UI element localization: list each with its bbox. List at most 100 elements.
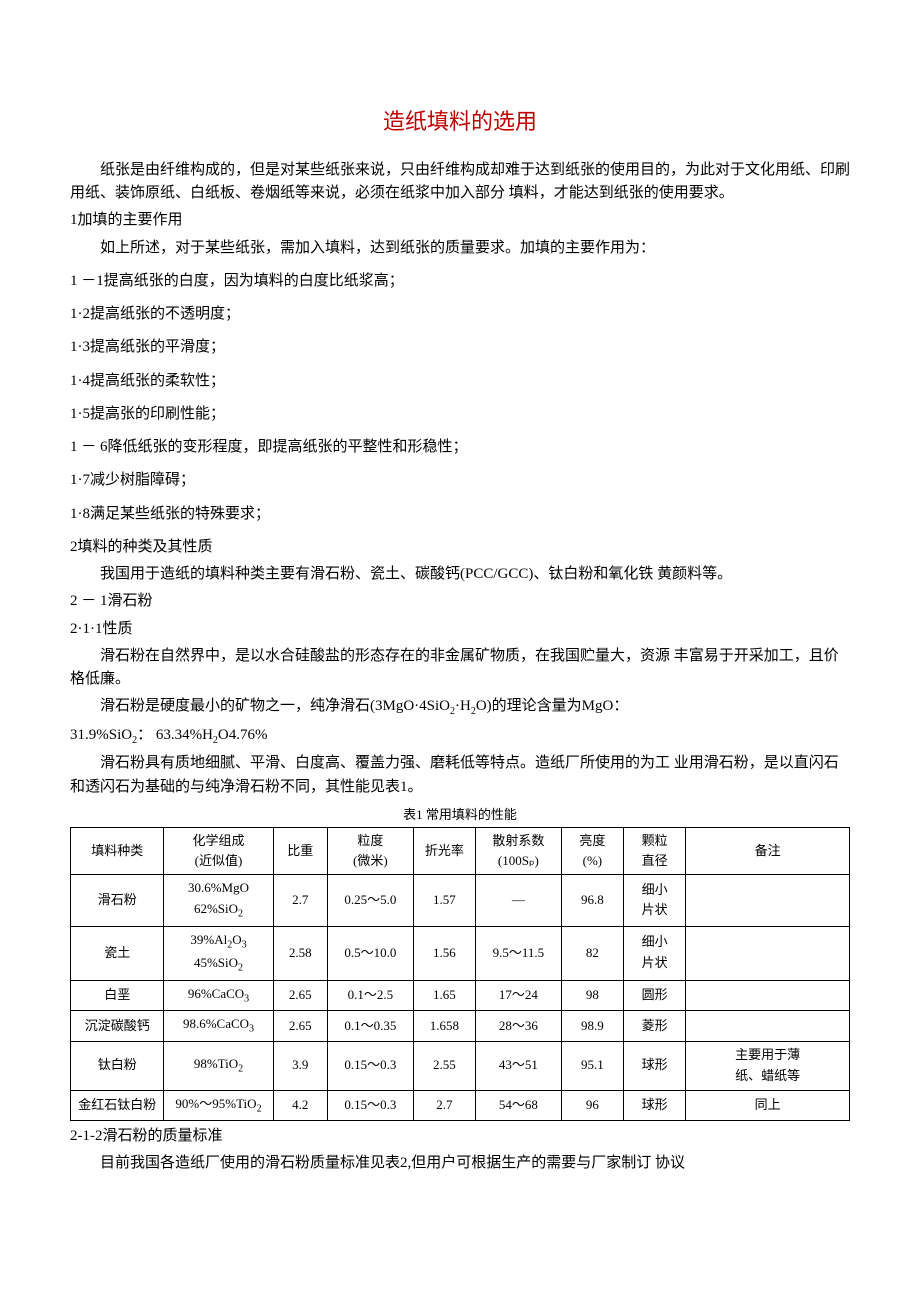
- list-item: 1·8满足某些纸张的特殊要求；: [70, 503, 850, 526]
- table-cell: 2.58: [273, 926, 328, 980]
- table-cell: 2.7: [273, 875, 328, 926]
- table-cell: 54〜68: [476, 1090, 562, 1121]
- table-row: 金红石钛白粉90%〜95%TiO24.20.15〜0.32.754〜6896球形…: [71, 1090, 850, 1121]
- table-cell: 2.7: [413, 1090, 475, 1121]
- section-2-lead: 我国用于造纸的填料种类主要有滑石粉、瓷土、碳酸钙(PCC/GCC)、钛白粉和氧化…: [70, 563, 850, 586]
- table-cell: 滑石粉: [71, 875, 164, 926]
- intro-paragraph: 纸张是由纤维构成的，但是对某些纸张来说，只由纤维构成却难于达到纸张的使用目的，为…: [70, 159, 850, 206]
- table-row: 瓷土39%Al2O345%SiO22.580.5〜10.01.569.5〜11.…: [71, 926, 850, 980]
- table-cell: 主要用于薄纸、蜡纸等: [686, 1042, 850, 1091]
- table-cell: [686, 926, 850, 980]
- table-header-row: 填料种类化学组成(近似值)比重粒度(微米)折光率散射系数(100Sₚ)亮度(%)…: [71, 827, 850, 874]
- section-2-1-heading: 2 － 1滑石粉: [70, 590, 850, 613]
- paragraph: 31.9%SiO2： 63.34%H2O4.76%: [70, 724, 850, 749]
- table-cell: 1.57: [413, 875, 475, 926]
- table-cell: 96.8: [561, 875, 623, 926]
- table-cell: 瓷土: [71, 926, 164, 980]
- text: O4.76%: [218, 727, 268, 743]
- list-item: 1·2提高纸张的不透明度；: [70, 303, 850, 326]
- table-cell: 0.5〜10.0: [328, 926, 414, 980]
- section-1-lead: 如上所述，对于某些纸张，需加入填料，达到纸张的质量要求。加填的主要作用为：: [70, 237, 850, 260]
- text: 滑石粉是硬度最小的矿物之一，纯净滑石(3MgO·4SiO: [100, 698, 450, 714]
- table-cell: 球形: [624, 1090, 686, 1121]
- table-cell: [686, 875, 850, 926]
- table-cell: —: [476, 875, 562, 926]
- table-cell: 9.5〜11.5: [476, 926, 562, 980]
- table-header-cell: 比重: [273, 827, 328, 874]
- table-cell: 96: [561, 1090, 623, 1121]
- table-cell: 0.1〜2.5: [328, 980, 414, 1011]
- table-cell: 球形: [624, 1042, 686, 1091]
- table-cell: 82: [561, 926, 623, 980]
- table-cell: 2.65: [273, 980, 328, 1011]
- table-cell: 95.1: [561, 1042, 623, 1091]
- table-cell: 96%CaCO3: [164, 980, 273, 1011]
- table-row: 白垩96%CaCO32.650.1〜2.51.6517〜2498圆形: [71, 980, 850, 1011]
- table-cell: 30.6%MgO62%SiO2: [164, 875, 273, 926]
- table-cell: 43〜51: [476, 1042, 562, 1091]
- text: ： 63.34%H: [137, 727, 213, 743]
- table-cell: 0.15〜0.3: [328, 1090, 414, 1121]
- table-header-cell: 填料种类: [71, 827, 164, 874]
- table-cell: 4.2: [273, 1090, 328, 1121]
- table-cell: 17〜24: [476, 980, 562, 1011]
- section-2-1-1-heading: 2·1·1性质: [70, 618, 850, 641]
- table-header-cell: 散射系数(100Sₚ): [476, 827, 562, 874]
- list-item: 1·4提高纸张的柔软性；: [70, 370, 850, 393]
- table-cell: 98.9: [561, 1011, 623, 1042]
- text: ·H: [455, 698, 471, 714]
- table-cell: 90%〜95%TiO2: [164, 1090, 273, 1121]
- section-1-heading: 1加填的主要作用: [70, 209, 850, 232]
- table-cell: 1.65: [413, 980, 475, 1011]
- page-title: 造纸填料的选用: [70, 105, 850, 139]
- table-cell: 菱形: [624, 1011, 686, 1042]
- table-cell: 1.658: [413, 1011, 475, 1042]
- table-cell: 98: [561, 980, 623, 1011]
- paragraph: 滑石粉在自然界中，是以水合硅酸盐的形态存在的非金属矿物质，在我国贮量大，资源 丰…: [70, 645, 850, 692]
- table-cell: 0.25〜5.0: [328, 875, 414, 926]
- table-1-caption: 表1 常用填料的性能: [70, 805, 850, 825]
- table-cell: 细小片状: [624, 926, 686, 980]
- section-2-heading: 2填料的种类及其性质: [70, 536, 850, 559]
- table-cell: 98.6%CaCO3: [164, 1011, 273, 1042]
- table-cell: 2.55: [413, 1042, 475, 1091]
- table-row: 钛白粉98%TiO23.90.15〜0.32.5543〜5195.1球形主要用于…: [71, 1042, 850, 1091]
- table-1: 填料种类化学组成(近似值)比重粒度(微米)折光率散射系数(100Sₚ)亮度(%)…: [70, 827, 850, 1121]
- table-header-cell: 颗粒直径: [624, 827, 686, 874]
- table-cell: 同上: [686, 1090, 850, 1121]
- text: 31.9%SiO: [70, 727, 132, 743]
- table-cell: 白垩: [71, 980, 164, 1011]
- list-item: 1 －1提高纸张的白度，因为填料的白度比纸浆高；: [70, 270, 850, 293]
- table-cell: 沉淀碳酸钙: [71, 1011, 164, 1042]
- table-header-cell: 亮度(%): [561, 827, 623, 874]
- list-item: 1·5提高张的印刷性能；: [70, 403, 850, 426]
- table-cell: 2.65: [273, 1011, 328, 1042]
- table-header-cell: 粒度(微米): [328, 827, 414, 874]
- list-item: 1·7减少树脂障碍；: [70, 469, 850, 492]
- table-cell: 39%Al2O345%SiO2: [164, 926, 273, 980]
- section-2-1-2-heading: 2-1-2滑石粉的质量标准: [70, 1125, 850, 1148]
- table-cell: [686, 1011, 850, 1042]
- table-cell: 圆形: [624, 980, 686, 1011]
- text: O)的理论含量为MgO：: [476, 698, 629, 714]
- table-header-cell: 折光率: [413, 827, 475, 874]
- table-cell: 细小片状: [624, 875, 686, 926]
- table-cell: 金红石钛白粉: [71, 1090, 164, 1121]
- table-row: 滑石粉30.6%MgO62%SiO22.70.25〜5.01.57—96.8细小…: [71, 875, 850, 926]
- table-cell: [686, 980, 850, 1011]
- table-cell: 1.56: [413, 926, 475, 980]
- table-row: 沉淀碳酸钙98.6%CaCO32.650.1〜0.351.65828〜3698.…: [71, 1011, 850, 1042]
- table-header-cell: 化学组成(近似值): [164, 827, 273, 874]
- list-item: 1·3提高纸张的平滑度；: [70, 336, 850, 359]
- paragraph: 滑石粉具有质地细腻、平滑、白度高、覆盖力强、磨耗低等特点。造纸厂所使用的为工 业…: [70, 752, 850, 799]
- list-item: 1 － 6降低纸张的变形程度，即提高纸张的平整性和形稳性；: [70, 436, 850, 459]
- table-cell: 钛白粉: [71, 1042, 164, 1091]
- table-cell: 0.1〜0.35: [328, 1011, 414, 1042]
- table-cell: 28〜36: [476, 1011, 562, 1042]
- paragraph: 滑石粉是硬度最小的矿物之一，纯净滑石(3MgO·4SiO2·H2O)的理论含量为…: [70, 695, 850, 720]
- document-page: 造纸填料的选用 纸张是由纤维构成的，但是对某些纸张来说，只由纤维构成却难于达到纸…: [0, 0, 920, 1220]
- paragraph: 目前我国各造纸厂使用的滑石粉质量标准见表2,但用户可根据生产的需要与厂家制订 协…: [70, 1152, 850, 1175]
- table-header-cell: 备注: [686, 827, 850, 874]
- table-cell: 0.15〜0.3: [328, 1042, 414, 1091]
- table-cell: 3.9: [273, 1042, 328, 1091]
